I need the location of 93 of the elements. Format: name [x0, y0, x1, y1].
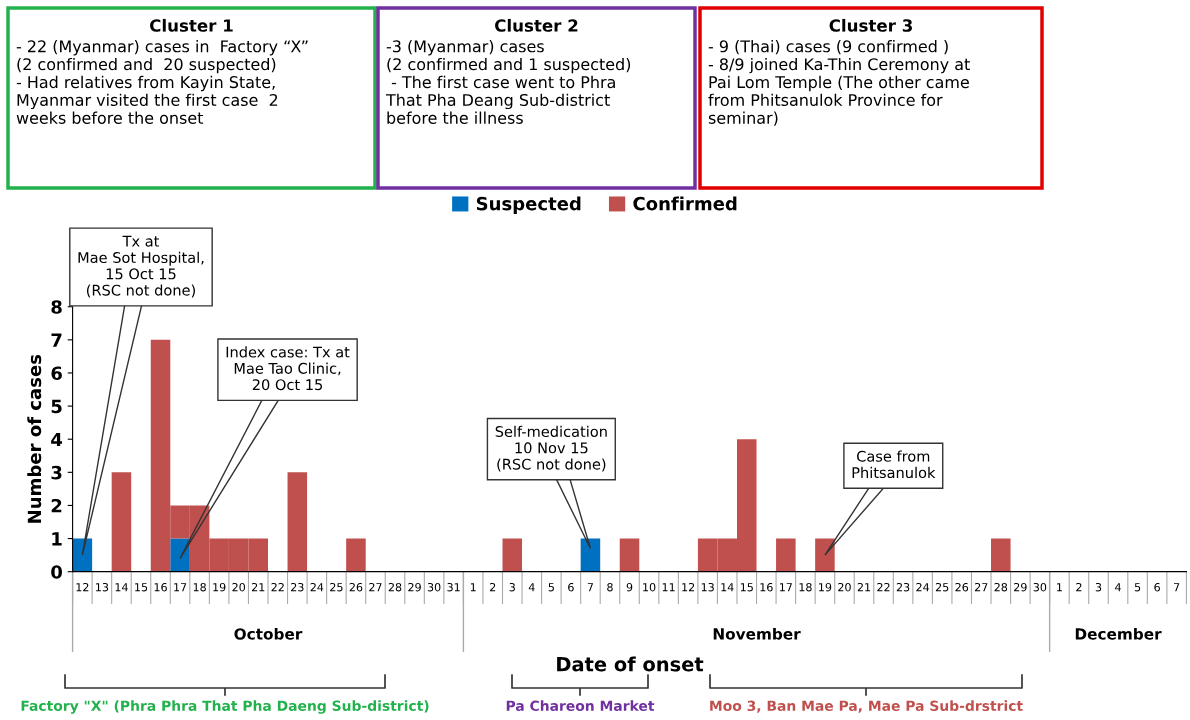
x-tick-label: 2 — [490, 582, 496, 592]
x-tick-label: 16 — [760, 582, 773, 592]
x-tick-label: 7 — [587, 583, 594, 592]
x-tick-label: 13 — [96, 582, 109, 592]
text: November — [713, 627, 801, 640]
text: Tx at Mae Sot Hospital, 15 Oct 15 (RSC not done) — [78, 235, 204, 298]
x-tick-label: 20 — [232, 582, 246, 592]
x-tick-label: 31 — [447, 582, 460, 592]
x-tick-label: 5 — [548, 583, 554, 592]
x-tick-label: 16 — [154, 582, 167, 592]
bar — [346, 538, 366, 572]
x-tick-label: 4 — [528, 583, 535, 592]
annotation: Self-medication 10 Nov 15 (RSC not done) — [495, 425, 607, 472]
y-axis-title: Number of cases — [27, 354, 42, 523]
x-tick-label: 29 — [1014, 582, 1027, 592]
bar — [776, 538, 796, 572]
bar — [619, 538, 640, 572]
x-axis-title: Date of onset — [557, 656, 704, 672]
x-tick-label: 15 — [135, 583, 148, 592]
y-tick-label: 8 — [51, 300, 62, 314]
x-tick-label: 7 — [1174, 583, 1180, 592]
x-tick-label: 17 — [174, 583, 187, 592]
y-tick-label: 1 — [52, 532, 62, 546]
x-tick-label: 12 — [76, 582, 89, 592]
x-tick-label: 18 — [193, 582, 206, 592]
legend-label: Confirmed — [633, 196, 737, 211]
x-tick-label: 27 — [369, 582, 382, 592]
x-tick-label: 18 — [799, 582, 812, 592]
text: Cluster 3 - 9 (Thai) cases (9 confirmed ) - 8/9 joined Ka-Thin Ceremony at Pai Lom Temple (The other came from Phitsanulok Province for seminar) — [708, 18, 970, 126]
bar — [287, 472, 308, 572]
x-tick-label: 3 — [1095, 582, 1102, 592]
text: October — [234, 627, 303, 640]
bar — [111, 472, 132, 572]
x-tick-label: 26 — [349, 582, 363, 592]
text: Moo 3, Ban Mae Pa, Mae Pa Sub-drstrict — [710, 700, 1023, 713]
x-tick-label: 3 — [509, 582, 515, 592]
x-tick-label: 10 — [643, 582, 656, 592]
x-tick-label: 22 — [877, 582, 890, 592]
x-tick-label: 14 — [721, 583, 734, 592]
bar — [170, 538, 190, 572]
x-tick-label: 21 — [857, 582, 871, 592]
y-tick-label: 0 — [51, 565, 62, 579]
y-tick-label: 4 — [51, 432, 63, 447]
y-tick-label: 7 — [51, 333, 62, 347]
y-tick-label: 6 — [51, 366, 62, 381]
x-tick-label: 25 — [935, 582, 949, 592]
x-tick-label: 19 — [819, 582, 832, 592]
x-tick-label: 19 — [213, 582, 226, 592]
bar — [502, 538, 523, 572]
x-tick-label: 21 — [251, 582, 265, 592]
x-tick-label: 20 — [838, 582, 851, 592]
x-tick-label: 12 — [682, 582, 695, 592]
x-tick-label: 27 — [974, 582, 988, 592]
x-tick-label: 1 — [1057, 583, 1062, 592]
x-tick-label: 14 — [115, 583, 128, 592]
text: Factory "X" (Phra Phra That Pha Daeng Sub-district) — [21, 700, 429, 714]
x-tick-label: 8 — [607, 582, 613, 592]
x-tick-label: 13 — [701, 582, 714, 592]
annotation: Index case: Tx at Mae Tao Clinic, 20 Oct 15 — [226, 346, 350, 391]
x-tick-label: 2 — [1076, 582, 1082, 592]
y-tick-label: 5 — [51, 399, 62, 414]
x-tick-label: 22 — [271, 582, 284, 592]
x-tick-label: 15 — [740, 583, 753, 592]
text: December — [1075, 627, 1162, 640]
x-tick-label: 9 — [626, 582, 633, 592]
x-tick-label: 23 — [896, 582, 910, 592]
x-tick-label: 23 — [291, 582, 304, 592]
bar — [991, 538, 1011, 572]
x-tick-label: 30 — [1033, 582, 1047, 592]
x-tick-label: 4 — [1115, 583, 1121, 592]
annotation: Case from Phitsanulok — [852, 450, 936, 479]
y-tick-label: 3 — [51, 465, 62, 480]
text: Cluster 1 - 22 (Myanmar) cases in Factory “X” (2 confirmed and 20 suspected) - Had relatives from Kayin State, Myanmar visited the first case 2 weeks before the onset — [16, 18, 308, 124]
text: Cluster 2 -3 (Myanmar) cases (2 confirmed and 1 suspected) - The first case went to Phra That Pha Deang Sub-district before the illness — [385, 18, 631, 124]
x-tick-label: 25 — [330, 582, 343, 592]
text: Pa Chareon Market — [506, 700, 655, 712]
bar — [580, 538, 601, 572]
x-tick-label: 24 — [916, 582, 930, 592]
x-tick-label: 11 — [662, 583, 675, 592]
x-tick-label: 1 — [470, 583, 476, 592]
x-tick-label: 30 — [427, 582, 441, 592]
x-tick-label: 24 — [310, 582, 324, 592]
x-tick-label: 28 — [994, 582, 1008, 592]
legend-label: Suspected — [476, 196, 581, 214]
x-tick-label: 28 — [388, 582, 402, 592]
x-tick-label: 6 — [1154, 582, 1160, 592]
x-tick-label: 5 — [1134, 583, 1141, 592]
x-tick-label: 29 — [408, 582, 421, 592]
x-tick-label: 17 — [779, 583, 792, 592]
x-tick-label: 6 — [568, 582, 574, 592]
x-tick-label: 26 — [955, 582, 969, 592]
y-tick-label: 2 — [51, 498, 62, 513]
bar — [815, 538, 835, 572]
